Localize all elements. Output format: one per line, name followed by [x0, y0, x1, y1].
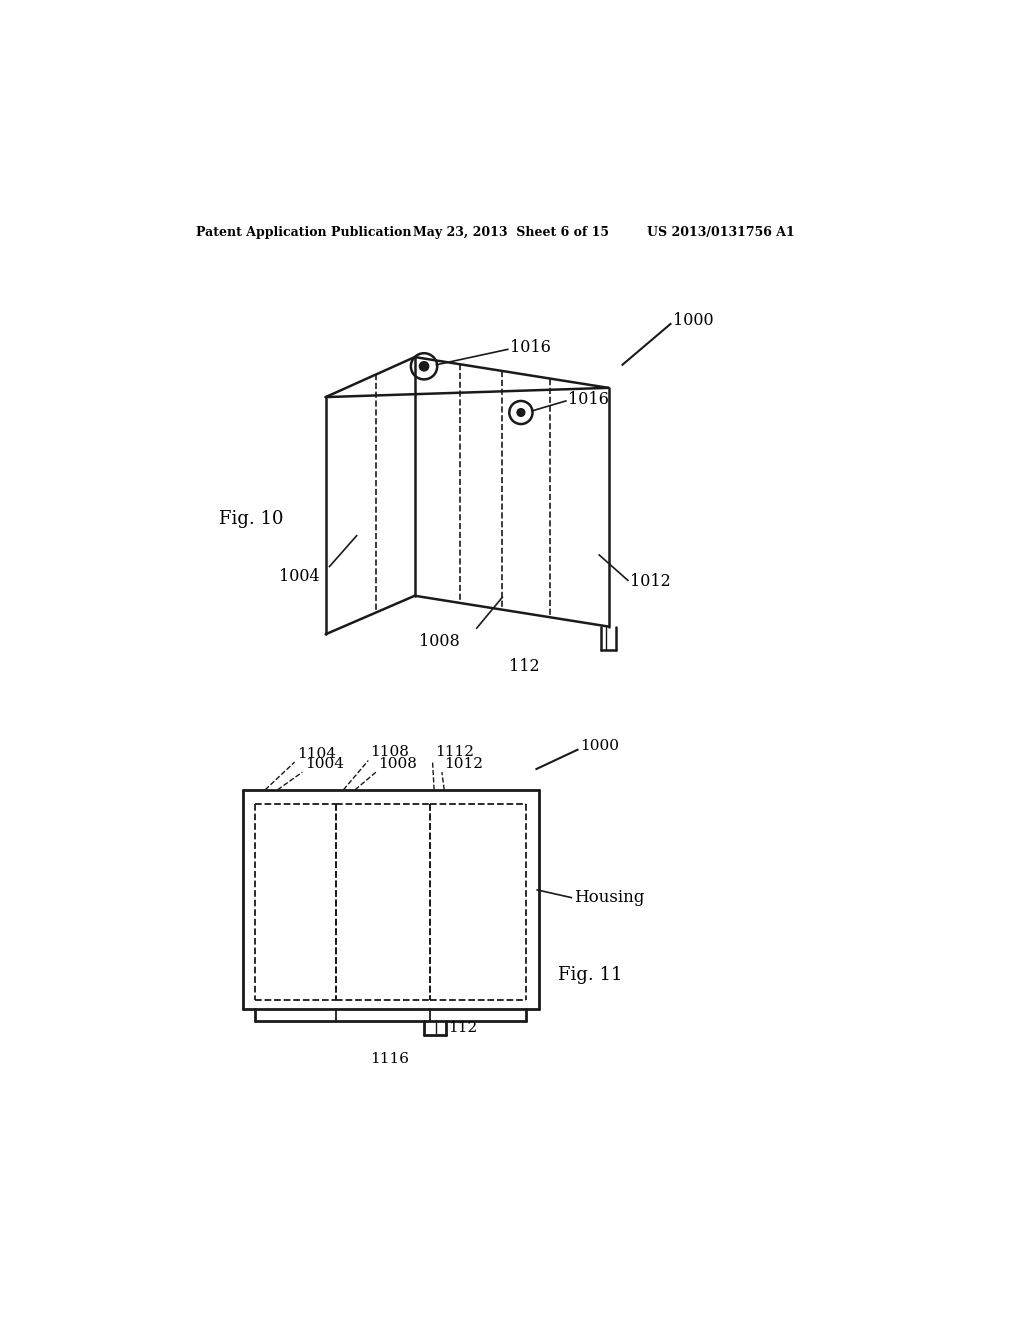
Text: Patent Application Publication: Patent Application Publication [197, 226, 412, 239]
Text: 112: 112 [509, 659, 540, 675]
Text: 112: 112 [449, 1020, 477, 1035]
Text: 1012: 1012 [630, 573, 671, 590]
Circle shape [420, 362, 429, 371]
Text: 1016: 1016 [510, 338, 551, 355]
Text: 1112: 1112 [435, 744, 474, 759]
Text: 1004: 1004 [305, 756, 344, 771]
Text: 1000: 1000 [673, 312, 714, 329]
Text: Fig. 10: Fig. 10 [219, 510, 284, 528]
Text: 1104: 1104 [297, 747, 336, 760]
Text: Housing: Housing [573, 890, 644, 906]
Text: 1016: 1016 [568, 391, 609, 408]
Text: US 2013/0131756 A1: US 2013/0131756 A1 [647, 226, 795, 239]
Text: 1004: 1004 [280, 568, 319, 585]
Circle shape [517, 409, 524, 416]
Text: 1012: 1012 [444, 756, 483, 771]
Text: 1116: 1116 [370, 1052, 409, 1065]
Text: 1108: 1108 [371, 744, 410, 759]
Text: 1008: 1008 [419, 634, 460, 651]
Text: 1008: 1008 [378, 756, 417, 771]
Text: 1000: 1000 [580, 739, 618, 752]
Text: Fig. 11: Fig. 11 [558, 966, 623, 983]
Text: May 23, 2013  Sheet 6 of 15: May 23, 2013 Sheet 6 of 15 [414, 226, 609, 239]
